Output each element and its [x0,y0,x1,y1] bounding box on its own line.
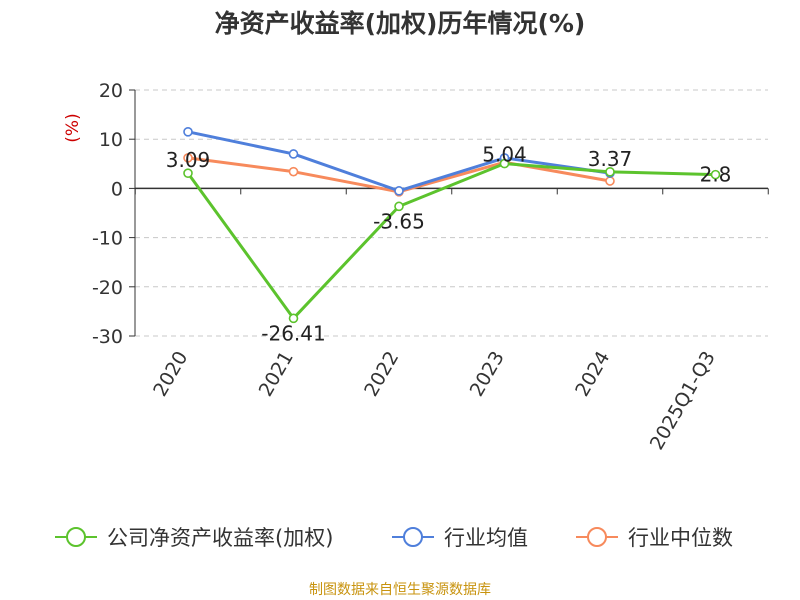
data-label: 3.09 [166,148,211,172]
data-label: 3.37 [588,147,633,171]
legend-marker [403,527,423,547]
data-point [605,176,615,186]
axes [129,89,769,337]
data-label: -26.41 [261,321,325,345]
legend-label: 公司净资产收益率(加权) [107,526,333,550]
chart-title: 净资产收益率(加权)历年情况(%) [215,9,586,38]
y-tick-label: 0 [111,178,123,200]
data-point [710,169,721,180]
y-tick-label: 20 [99,80,123,102]
x-tick-label: 2024 [571,348,614,401]
legend-label: 行业均值 [444,526,528,550]
y-tick-label: -10 [92,228,123,250]
data-point [183,168,193,178]
legend: 公司净资产收益率(加权) 行业均值 行业中位数 [55,526,733,550]
data-point [288,313,299,324]
x-tick-label: 2025Q1-Q3 [646,348,720,454]
source-note: 制图数据来自恒生聚源数据库 [309,582,491,598]
data-point [394,201,404,212]
data-label: 2.8 [700,163,732,187]
data-point [394,186,404,196]
data-point [183,153,193,163]
y-tick-label: -30 [92,326,123,348]
legend-label: 行业中位数 [628,526,733,550]
gridlines [135,89,768,337]
data-labels: 3.09 -26.41 -3.65 5.04 3.37 2.8 [166,143,732,346]
x-tick-label: 2022 [360,348,403,401]
data-point [499,158,510,169]
series-group [183,127,721,324]
y-axis-label: (%) [63,113,83,142]
legend-marker [66,527,86,547]
x-tick-label: 2023 [466,348,509,401]
legend-marker [587,527,607,547]
y-tick-label: 10 [99,129,123,151]
x-tick-label: 2021 [255,348,298,401]
series-line [187,130,611,193]
data-point [288,166,299,177]
data-point [605,167,615,177]
data-point [183,127,193,137]
data-label: -3.65 [373,209,425,233]
data-point [288,149,299,159]
x-tick-label: 2020 [149,348,192,401]
x-tick-labels: 2020 2021 2022 2023 2024 2025Q1-Q3 [149,348,720,454]
series-line [186,162,716,320]
y-tick-labels: 20 10 0 -10 -20 -30 [92,80,123,348]
data-label: 5.04 [482,143,527,167]
y-tick-label: -20 [92,277,123,299]
